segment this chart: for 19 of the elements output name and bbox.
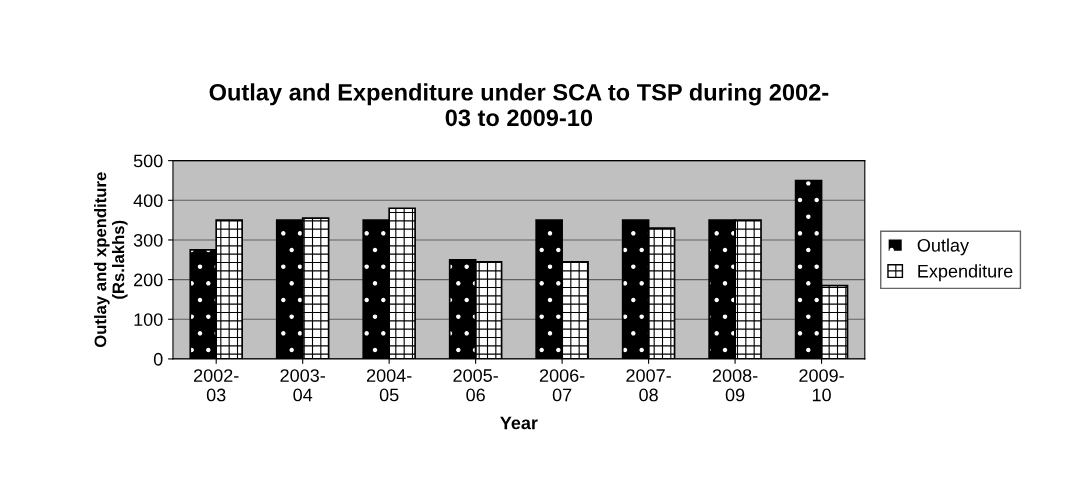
y-tick-label: 100	[134, 313, 163, 326]
y-tick-label: 300	[133, 233, 163, 247]
x-axis-title: Year	[500, 416, 538, 430]
x-tick-label: 2009- 10	[799, 369, 844, 402]
x-tick-label: 2003- 04	[280, 369, 325, 402]
x-tick-label: 2002- 03	[194, 369, 239, 402]
y-tick-label: 0	[153, 352, 163, 366]
y-tick-label: 500	[133, 154, 163, 168]
x-tick-label: 2006- 07	[539, 369, 585, 402]
x-tick-label: 2004- 05	[366, 369, 412, 402]
chart-title: Outlay and Expenditure under SCA to TSP during 2002- 03 to 2009-10	[209, 83, 829, 127]
legend-label: Expenditure	[918, 264, 1013, 282]
y-tick-label: 200	[134, 273, 163, 287]
y-tick-label: 400	[133, 194, 163, 208]
x-tick-label: 2005- 06	[453, 369, 498, 402]
x-tick-label: 2007- 08	[626, 369, 671, 402]
x-tick-label: 2008- 09	[712, 369, 758, 402]
legend-label: Outlay	[917, 238, 970, 256]
y-axis-title: Outlay and xpenditure (Rs.lakhs)	[94, 172, 128, 348]
